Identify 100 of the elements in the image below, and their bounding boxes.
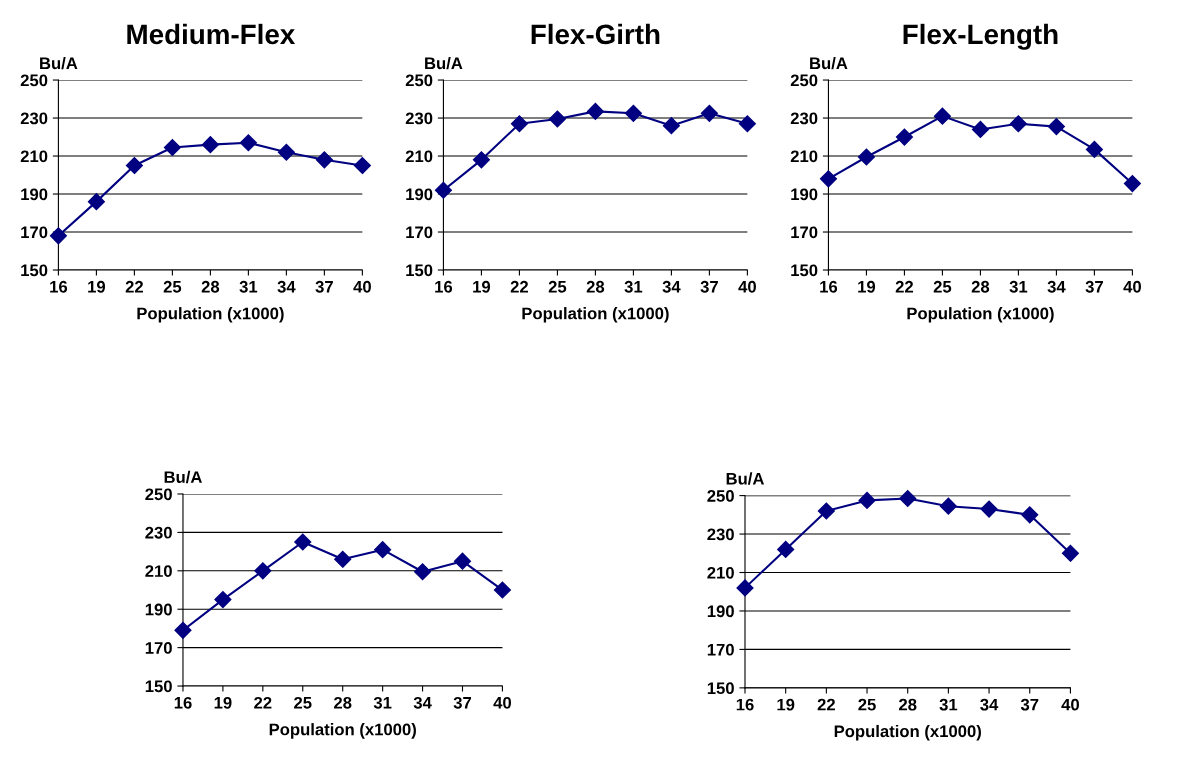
point xyxy=(819,170,837,188)
point xyxy=(374,541,392,559)
y-tick-label: 230 xyxy=(405,112,433,125)
x-tick-label: 31 xyxy=(624,280,643,293)
point xyxy=(777,540,795,558)
x-tick-label: 28 xyxy=(334,696,352,709)
x-tick-label: 28 xyxy=(586,280,605,293)
point xyxy=(239,134,257,152)
point xyxy=(315,151,333,169)
point xyxy=(294,533,312,551)
point xyxy=(510,115,528,133)
y-tick-label: 250 xyxy=(145,488,172,501)
x-tick-label: 25 xyxy=(294,696,312,709)
y-axis-title: Bu/A xyxy=(164,470,202,484)
point xyxy=(214,591,232,609)
y-tick-label: 190 xyxy=(21,188,48,201)
point xyxy=(700,104,718,122)
y-tick-label: 190 xyxy=(145,603,172,616)
x-tick-label: 34 xyxy=(277,280,296,293)
point xyxy=(414,563,432,581)
point xyxy=(1061,544,1079,562)
x-tick-label: 28 xyxy=(971,280,990,293)
x-tick-label: 22 xyxy=(254,696,272,709)
point xyxy=(201,136,219,154)
point xyxy=(453,552,472,570)
x-tick-label: 25 xyxy=(933,280,952,293)
point xyxy=(434,181,452,199)
x-tick-label: 19 xyxy=(777,698,795,711)
y-tick-label: 210 xyxy=(20,150,48,163)
y-axis-title: Bu/A xyxy=(810,56,848,70)
point xyxy=(87,193,105,211)
point xyxy=(899,489,917,508)
point xyxy=(125,156,143,175)
point xyxy=(817,502,835,520)
x-tick-label: 34 xyxy=(980,698,999,711)
y-tick-label: 170 xyxy=(707,643,734,656)
chart-title: Flex-Girth xyxy=(531,23,660,45)
x-axis-title: Population (x1000) xyxy=(137,307,284,323)
point xyxy=(1021,506,1039,524)
x-axis-title: Population (x1000) xyxy=(269,723,416,739)
point xyxy=(163,138,181,157)
y-tick-label: 170 xyxy=(791,226,818,239)
x-axis-title: Population (x1000) xyxy=(522,307,669,323)
x-tick-label: 40 xyxy=(1123,280,1141,293)
point xyxy=(895,128,913,146)
point xyxy=(493,581,511,599)
point xyxy=(971,120,989,138)
x-tick-label: 31 xyxy=(239,280,258,293)
x-tick-label: 16 xyxy=(50,280,68,293)
y-tick-label: 190 xyxy=(406,188,433,201)
point xyxy=(1085,140,1103,158)
y-tick-label: 210 xyxy=(790,150,818,163)
x-tick-label: 22 xyxy=(510,280,529,293)
x-tick-label: 16 xyxy=(435,280,453,293)
y-tick-label: 250 xyxy=(405,74,433,87)
x-tick-label: 19 xyxy=(214,696,232,709)
x-tick-label: 19 xyxy=(858,280,876,293)
x-tick-label: 25 xyxy=(548,280,567,293)
x-tick-label: 25 xyxy=(163,280,182,293)
point xyxy=(858,491,876,509)
x-tick-label: 31 xyxy=(939,698,958,711)
point xyxy=(1123,175,1141,193)
point xyxy=(736,579,754,597)
x-tick-label: 40 xyxy=(738,280,756,293)
y-tick-label: 190 xyxy=(707,605,734,618)
x-tick-label: 37 xyxy=(453,696,472,709)
point xyxy=(857,148,875,166)
x-tick-label: 34 xyxy=(1047,280,1066,293)
x-tick-label: 37 xyxy=(315,280,333,293)
point xyxy=(277,143,295,161)
chart-title: Medium-Flex xyxy=(127,23,296,45)
x-tick-label: 37 xyxy=(1020,698,1039,711)
y-tick-label: 170 xyxy=(145,642,172,654)
x-tick-label: 37 xyxy=(1085,280,1103,293)
x-tick-label: 28 xyxy=(899,698,917,711)
point xyxy=(662,117,680,135)
y-tick-label: 230 xyxy=(790,112,818,125)
y-tick-label: 250 xyxy=(790,74,818,87)
x-tick-label: 22 xyxy=(817,698,835,711)
point xyxy=(1009,115,1027,133)
y-tick-label: 230 xyxy=(20,112,48,125)
x-tick-label: 31 xyxy=(1009,280,1028,293)
y-tick-label: 190 xyxy=(791,188,818,201)
point xyxy=(254,562,272,580)
point xyxy=(624,104,642,122)
y-tick-label: 150 xyxy=(406,264,433,277)
y-tick-label: 170 xyxy=(406,226,433,239)
y-tick-label: 230 xyxy=(707,528,734,541)
point xyxy=(939,497,957,515)
y-axis-title: Bu/A xyxy=(726,472,764,485)
x-tick-label: 16 xyxy=(736,698,754,711)
x-tick-label: 25 xyxy=(858,698,876,711)
x-tick-label: 40 xyxy=(493,696,512,709)
y-tick-label: 210 xyxy=(405,150,433,163)
point xyxy=(472,151,490,169)
y-tick-label: 250 xyxy=(20,74,48,87)
x-axis-title: Population (x1000) xyxy=(907,307,1054,323)
y-tick-label: 170 xyxy=(21,226,48,239)
y-axis-title: Bu/A xyxy=(425,56,463,70)
y-tick-label: 210 xyxy=(145,565,172,578)
